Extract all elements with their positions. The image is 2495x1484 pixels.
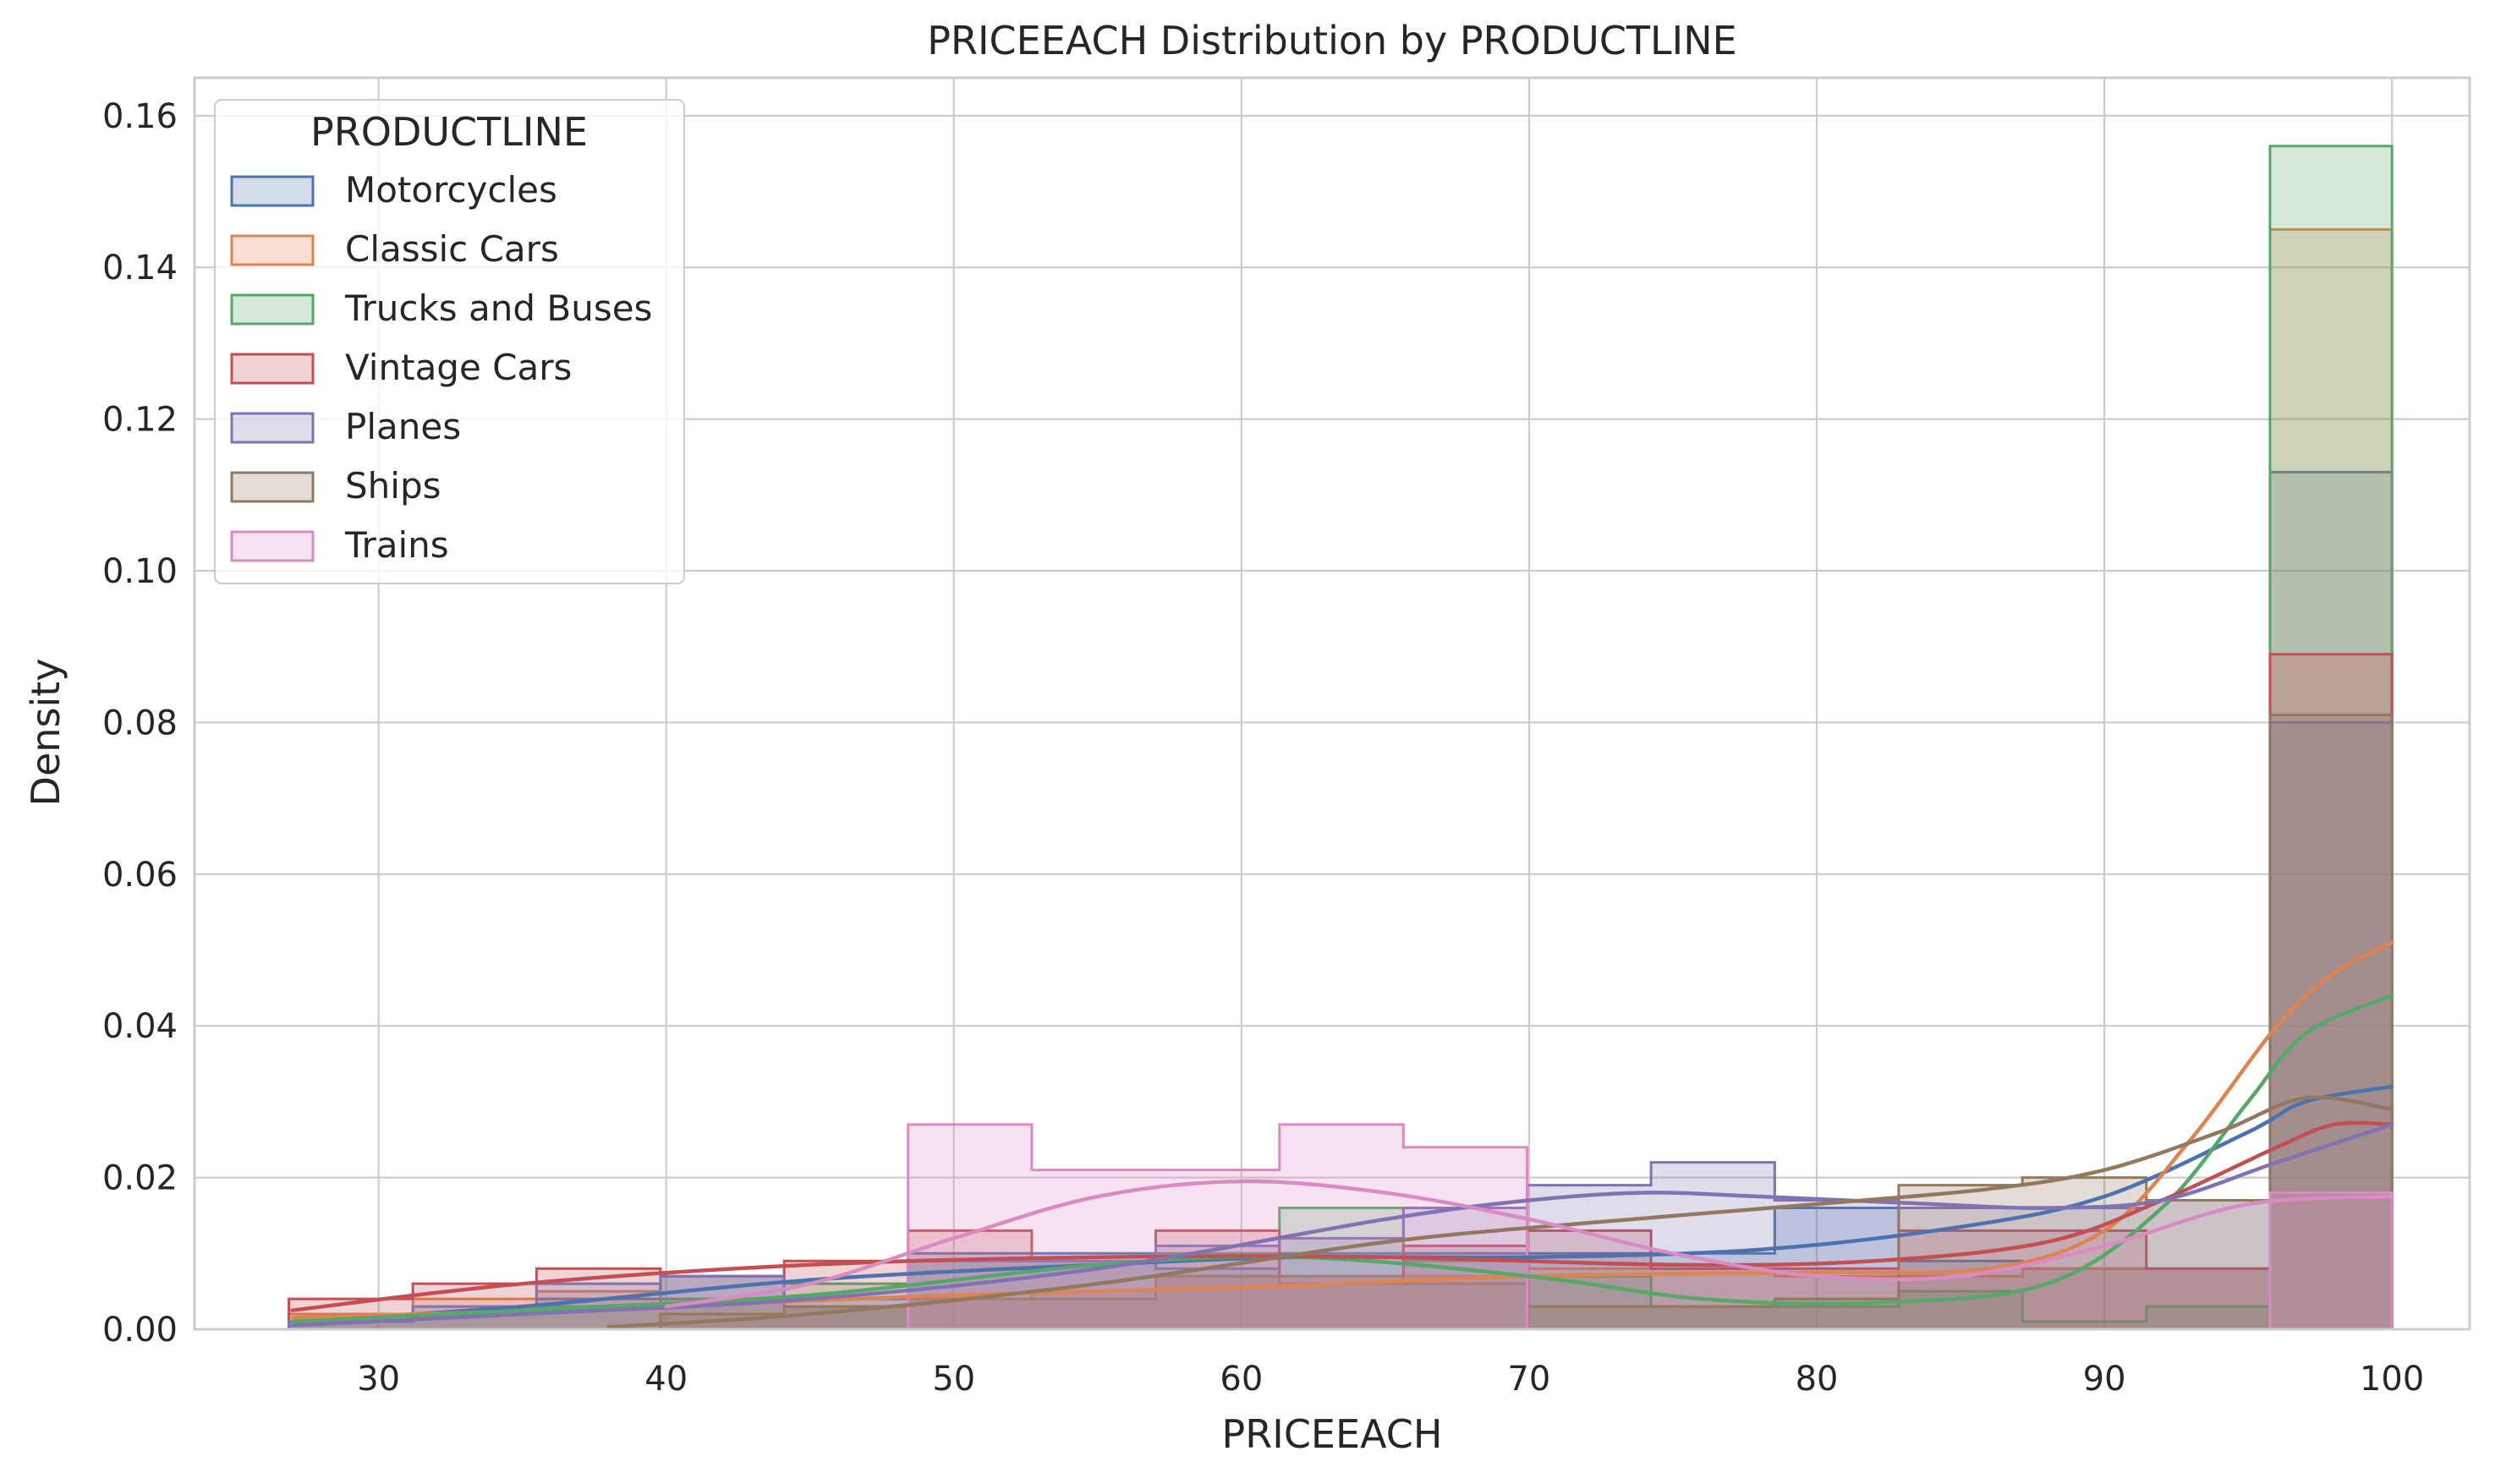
y-axis-label: Density (23, 659, 69, 807)
tick-layer: 30 40 50 60 70 80 90 100 0.00 0.02 0.04 0.06 0.08 0.1… (102, 97, 2424, 1399)
x-tick-label: 100 (2360, 1360, 2424, 1399)
legend-item-classic-cars: Classic Cars (230, 228, 559, 270)
kde-layer (290, 940, 2394, 1329)
y-tick-label: 0.08 (102, 704, 178, 742)
legend-item-vintage-cars: Vintage Cars (230, 347, 572, 388)
legend-label: Trucks and Buses (344, 287, 652, 329)
chart-title: PRICEEACH Distribution by PRODUCTLINE (927, 18, 1736, 63)
x-tick-label: 50 (932, 1360, 975, 1399)
x-tick-label: 60 (1220, 1360, 1263, 1399)
legend-item-planes: Planes (230, 406, 461, 447)
legend-label: Ships (345, 465, 441, 507)
legend-label: Vintage Cars (345, 347, 572, 388)
kde-line-trains (664, 1179, 2394, 1309)
legend-swatch (230, 293, 315, 326)
legend-label: Planes (345, 406, 461, 447)
kde-line-trucks-and-buses (290, 994, 2394, 1324)
legend-label: Trains (344, 524, 449, 566)
y-tick-label: 0.10 (102, 552, 178, 591)
kde-line-vintage-cars (290, 1120, 2394, 1312)
kde-line-ships (606, 1095, 2394, 1329)
y-tick-label: 0.00 (102, 1311, 178, 1350)
legend-frame (214, 99, 685, 584)
y-tick-label: 0.02 (102, 1159, 178, 1198)
legend-swatch (230, 175, 315, 207)
legend-swatch (230, 412, 315, 444)
legend-swatch (230, 353, 315, 385)
y-tick-label: 0.12 (102, 401, 178, 440)
legend-label: Motorcycles (345, 169, 557, 211)
x-axis-label: PRICEEACH (1222, 1411, 1443, 1457)
legend-title: PRODUCTLINE (310, 109, 588, 155)
legend-item-trains: Trains (230, 524, 449, 566)
frame-layer (193, 76, 2471, 1331)
plot-frame (193, 76, 2471, 1331)
legend: PRODUCTLINE Motorcycles Classic Cars Truck… (214, 99, 685, 584)
grid-layer (195, 78, 2470, 1331)
x-tick-label: 70 (1507, 1360, 1550, 1399)
y-tick-label: 0.06 (102, 856, 178, 895)
legend-swatch (230, 471, 315, 503)
legend-items: Motorcycles Classic Cars Trucks and Buses V… (230, 169, 652, 566)
legend-item-trucks-and-buses: Trucks and Buses (230, 287, 652, 329)
legend-label: Classic Cars (345, 228, 559, 270)
y-tick-label: 0.16 (102, 97, 178, 136)
x-tick-label: 80 (1796, 1360, 1839, 1399)
legend-swatch (230, 530, 315, 562)
x-tick-label: 90 (2083, 1360, 2126, 1399)
x-tick-label: 40 (644, 1360, 688, 1399)
kde-line-planes (290, 1122, 2394, 1328)
legend-item-ships: Ships (230, 465, 441, 507)
x-tick-label: 30 (357, 1360, 400, 1399)
legend-swatch (230, 234, 315, 266)
y-tick-label: 0.04 (102, 1007, 178, 1046)
legend-item-motorcycles: Motorcycles (230, 169, 557, 211)
kde-line-motorcycles (290, 1084, 2394, 1324)
y-tick-label: 0.14 (102, 249, 178, 287)
